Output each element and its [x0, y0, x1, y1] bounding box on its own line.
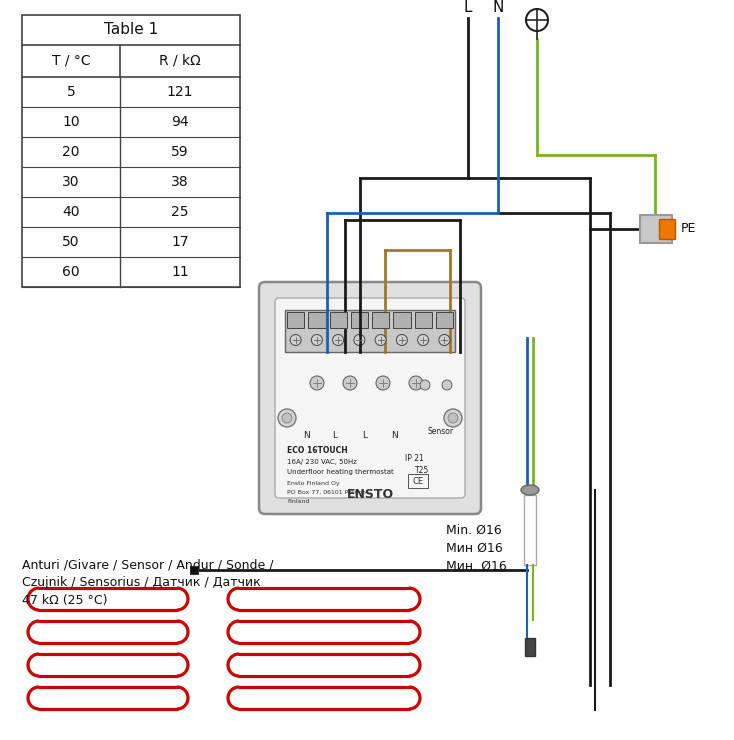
Text: Мин. Ø16: Мин. Ø16: [446, 559, 506, 573]
Circle shape: [278, 409, 296, 427]
Text: 60: 60: [62, 265, 80, 279]
Bar: [22, 15, 240, 287]
Text: Мин Ø16: Мин Ø16: [446, 542, 503, 554]
Bar: [524, 495, 536, 565]
Text: L: L: [363, 431, 368, 440]
Circle shape: [354, 334, 365, 346]
Circle shape: [526, 9, 548, 31]
Bar: [308, 312, 325, 328]
Text: 25: 25: [171, 205, 189, 219]
Bar: [415, 312, 432, 328]
Text: 11: 11: [171, 265, 189, 279]
Text: Min. Ø16: Min. Ø16: [446, 523, 502, 536]
Bar: [351, 312, 368, 328]
Text: 10: 10: [62, 115, 80, 129]
Circle shape: [282, 413, 292, 423]
Text: 16A/ 230 VAC, 50Hz: 16A/ 230 VAC, 50Hz: [287, 459, 357, 465]
Circle shape: [290, 334, 301, 346]
Text: PE: PE: [681, 223, 697, 235]
Circle shape: [375, 334, 386, 346]
Bar: [287, 312, 305, 328]
Text: 20: 20: [62, 145, 80, 159]
Text: 50: 50: [62, 235, 80, 249]
Circle shape: [448, 413, 458, 423]
Text: N: N: [304, 431, 310, 440]
Text: T / °C: T / °C: [51, 54, 90, 68]
Text: IP 21: IP 21: [405, 454, 424, 463]
Bar: [640, 215, 672, 243]
Ellipse shape: [521, 485, 539, 495]
Bar: [525, 638, 535, 656]
Text: R / kΩ: R / kΩ: [159, 54, 201, 68]
FancyBboxPatch shape: [259, 282, 481, 514]
Text: Table 1: Table 1: [104, 22, 158, 38]
Text: N: N: [392, 431, 399, 440]
Text: 5: 5: [67, 85, 76, 99]
Text: Underfloor heating thermostat: Underfloor heating thermostat: [287, 469, 393, 475]
Text: Sensor: Sensor: [428, 426, 454, 436]
Circle shape: [310, 376, 324, 390]
Bar: [330, 312, 346, 328]
Text: N: N: [493, 1, 504, 16]
Circle shape: [376, 376, 390, 390]
Bar: [436, 312, 453, 328]
Text: 59: 59: [171, 145, 189, 159]
Circle shape: [333, 334, 344, 346]
Text: Ensto Finland Oy: Ensto Finland Oy: [287, 481, 340, 486]
Text: 38: 38: [171, 175, 189, 189]
Text: Anturi /Givare / Sensor / Andur / Sonde /: Anturi /Givare / Sensor / Andur / Sonde …: [22, 558, 274, 571]
Circle shape: [439, 334, 450, 346]
Text: 94: 94: [171, 115, 189, 129]
Text: 30: 30: [62, 175, 80, 189]
Text: L: L: [464, 1, 472, 16]
Text: 17: 17: [171, 235, 189, 249]
FancyBboxPatch shape: [275, 298, 465, 498]
Circle shape: [396, 334, 407, 346]
Text: 40: 40: [62, 205, 80, 219]
Text: L: L: [333, 431, 338, 440]
Bar: [190, 566, 198, 574]
Text: T25: T25: [415, 466, 429, 475]
Bar: [659, 219, 675, 239]
Circle shape: [311, 334, 322, 346]
Text: CE: CE: [413, 477, 424, 485]
Text: Finland: Finland: [287, 499, 310, 504]
Text: ECO 16TOUCH: ECO 16TOUCH: [287, 446, 348, 455]
Bar: [393, 312, 410, 328]
Bar: [285, 310, 455, 352]
Circle shape: [409, 376, 423, 390]
Text: 47 kΩ (25 °C): 47 kΩ (25 °C): [22, 594, 107, 607]
Circle shape: [418, 334, 429, 346]
Text: 121: 121: [167, 85, 193, 99]
Circle shape: [444, 409, 462, 427]
Text: ENSTO: ENSTO: [346, 488, 393, 500]
Circle shape: [420, 380, 430, 390]
Circle shape: [442, 380, 452, 390]
Text: PO Box 77, 06101 Porvoo: PO Box 77, 06101 Porvoo: [287, 490, 366, 495]
Text: Czujnik / Sensorius / Датчик / Датчик: Czujnik / Sensorius / Датчик / Датчик: [22, 576, 261, 589]
Bar: [408, 474, 428, 488]
Bar: [372, 312, 389, 328]
Circle shape: [343, 376, 357, 390]
